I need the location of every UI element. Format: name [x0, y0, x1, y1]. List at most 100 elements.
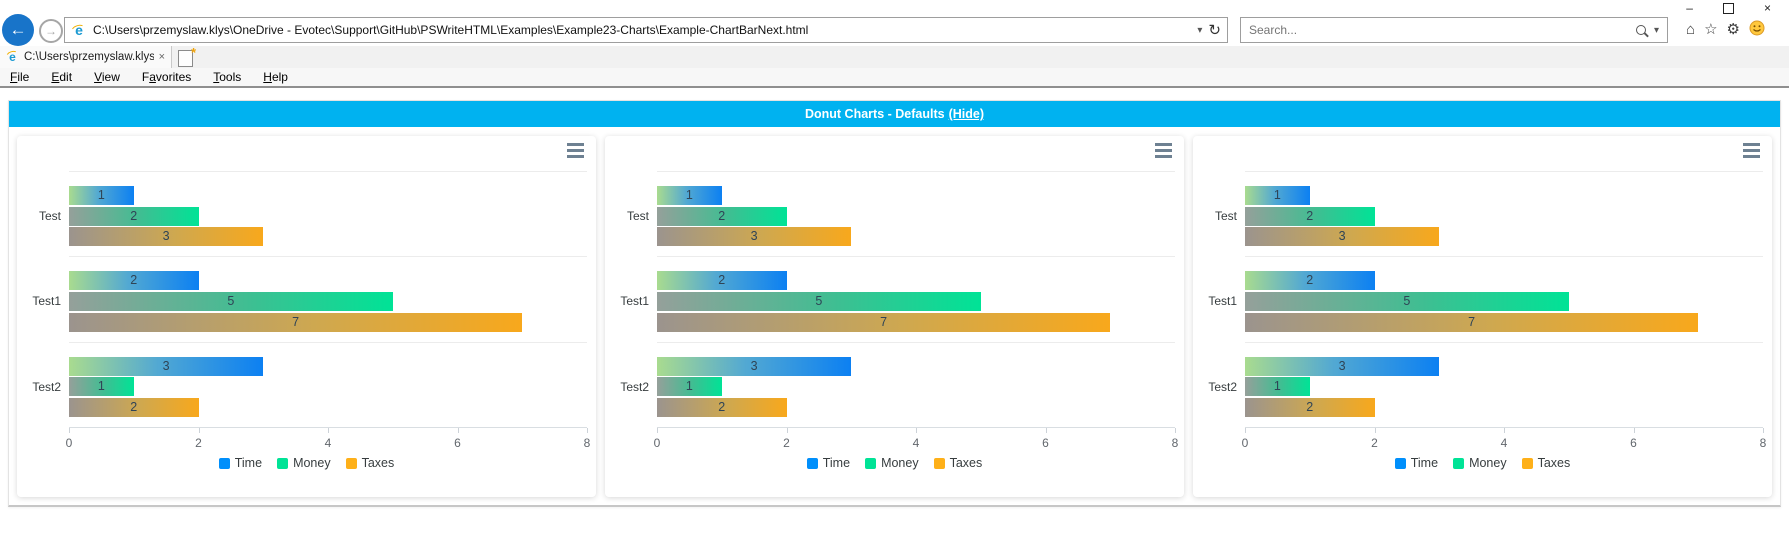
bar-time-test[interactable]: [1245, 186, 1310, 205]
x-axis-tick-label: 6: [1630, 436, 1637, 450]
x-axis-tick-label: 4: [324, 436, 332, 450]
close-icon[interactable]: ×: [1763, 1, 1771, 15]
menu-tools[interactable]: Tools: [213, 70, 242, 84]
bar-taxes-test1[interactable]: [657, 312, 1111, 332]
x-axis-tick-label: 8: [1171, 436, 1179, 450]
search-dropdown-icon[interactable]: ▾: [1653, 24, 1659, 36]
menu-favorites[interactable]: Favorites: [141, 70, 192, 84]
x-axis-tick: [69, 428, 70, 433]
bar-time-test[interactable]: [69, 186, 134, 205]
x-axis-line: [69, 427, 587, 428]
forward-button[interactable]: →: [39, 19, 63, 43]
forward-arrow-icon: →: [45, 24, 57, 38]
tab-title: C:\Users\przemyslaw.klys\...: [24, 51, 154, 63]
chart-menu-icon[interactable]: [565, 141, 586, 163]
legend-item-taxes[interactable]: Taxes: [1521, 456, 1571, 470]
legend-marker: [1394, 457, 1406, 469]
y-axis-category-label: Test2: [620, 379, 649, 394]
gridline: [69, 171, 587, 172]
x-axis-line: [657, 427, 1175, 428]
browser-tab[interactable]: e C:\Users\przemyslaw.klys\... ×: [0, 46, 172, 68]
home-icon[interactable]: ⌂: [1686, 20, 1696, 38]
legend-item-taxes[interactable]: Taxes: [933, 456, 982, 470]
menu-icon-bar: [567, 149, 584, 152]
chart-menu-icon[interactable]: [1153, 141, 1174, 163]
refresh-icon[interactable]: ↻: [1208, 21, 1221, 39]
bar-money-test2[interactable]: [1245, 377, 1310, 397]
bar-money-test[interactable]: [1245, 206, 1375, 226]
bar-money-test1[interactable]: [1245, 291, 1569, 311]
legend-item-money[interactable]: Money: [277, 456, 331, 470]
address-bar[interactable]: e C:\Users\przemyslaw.klys\OneDrive - Ev…: [64, 17, 1228, 43]
chart-card: 0 2 4 6 8 Test 1 2 3 Test1 2 5 7 Test2 3 1 2 Time Money Tax…: [17, 136, 596, 497]
maximize-icon[interactable]: [1722, 2, 1734, 14]
bar-time-test1[interactable]: [657, 271, 787, 291]
menu-file[interactable]: File: [10, 70, 30, 84]
bar-money-test[interactable]: [69, 206, 199, 226]
y-axis-category-label: Test2: [1208, 379, 1237, 394]
legend-label: Money: [293, 456, 331, 470]
gridline: [69, 341, 587, 343]
legend-item-time[interactable]: Time: [1394, 456, 1438, 470]
search-box[interactable]: Search... ▾: [1240, 17, 1668, 43]
address-url-text[interactable]: C:\Users\przemyslaw.klys\OneDrive - Evot…: [93, 23, 809, 37]
legend-item-taxes[interactable]: Taxes: [345, 456, 394, 470]
legend-item-money[interactable]: Money: [865, 456, 919, 470]
legend-marker: [218, 457, 230, 469]
bar-money-test1[interactable]: [69, 291, 393, 311]
x-axis-tick-label: 8: [583, 436, 591, 450]
legend-label: Taxes: [1537, 456, 1571, 470]
legend-item-money[interactable]: Money: [1453, 456, 1507, 470]
bar-taxes-test2[interactable]: [657, 397, 787, 417]
bar-taxes-test2[interactable]: [1245, 397, 1375, 417]
menu-view[interactable]: View: [94, 70, 120, 84]
chart-menu-icon[interactable]: [1741, 141, 1762, 163]
bar-taxes-test[interactable]: [69, 227, 264, 247]
legend-item-time[interactable]: Time: [806, 456, 850, 470]
menu-help[interactable]: Help: [263, 70, 288, 84]
bar-taxes-test1[interactable]: [1245, 312, 1699, 332]
bar-money-test1[interactable]: [657, 291, 981, 311]
bar-time-test1[interactable]: [69, 271, 199, 291]
bar-taxes-test[interactable]: [1245, 227, 1440, 247]
x-axis-tick: [198, 428, 200, 433]
bar-time-test1[interactable]: [1245, 271, 1375, 291]
window-titlebar: – ×: [0, 0, 1789, 14]
search-icon[interactable]: [1635, 25, 1646, 35]
hide-link[interactable]: (Hide): [948, 107, 984, 121]
new-tab-button[interactable]: [178, 45, 196, 67]
legend-marker: [1521, 457, 1533, 469]
bar-taxes-test1[interactable]: [69, 312, 523, 332]
search-input[interactable]: Search...: [1249, 23, 1298, 37]
back-button[interactable]: ←: [2, 14, 34, 46]
bar-time-test2[interactable]: [69, 356, 264, 376]
menu-icon-bar: [1155, 143, 1172, 146]
menu-icon-bar: [567, 143, 584, 146]
bar-time-test2[interactable]: [1245, 356, 1440, 376]
settings-gear-icon[interactable]: ⚙: [1726, 20, 1740, 38]
legend-item-time[interactable]: Time: [218, 456, 262, 470]
minimize-icon[interactable]: –: [1686, 1, 1693, 15]
x-axis-tick: [1374, 428, 1376, 433]
bar-money-test[interactable]: [657, 206, 787, 226]
bar-time-test2[interactable]: [657, 356, 852, 376]
bar-time-test[interactable]: [657, 186, 722, 205]
x-axis-tick-label: 6: [1042, 436, 1049, 450]
gridline: [1245, 171, 1763, 172]
chart-legend: Time Money Taxes: [17, 456, 596, 470]
menu-edit[interactable]: Edit: [51, 70, 73, 84]
bar-money-test2[interactable]: [657, 377, 722, 397]
chart-legend: Time Money Taxes: [1193, 456, 1772, 470]
x-axis-tick-label: 0: [1241, 436, 1249, 450]
gridline: [657, 256, 1175, 258]
chart-card: 0 2 4 6 8 Test 1 2 3 Test1 2 5 7 Test2 3 1 2 Time Money Tax…: [605, 136, 1184, 497]
bar-money-test2[interactable]: [69, 377, 134, 397]
bar-taxes-test2[interactable]: [69, 397, 199, 417]
feedback-smiley-icon[interactable]: [1749, 20, 1765, 39]
bar-taxes-test[interactable]: [657, 227, 852, 247]
legend-marker: [1453, 457, 1465, 469]
gridline: [657, 341, 1175, 343]
tab-close-icon[interactable]: ×: [158, 51, 165, 63]
favorites-star-icon[interactable]: ☆: [1704, 20, 1718, 38]
address-dropdown-icon[interactable]: ▾: [1197, 24, 1203, 36]
